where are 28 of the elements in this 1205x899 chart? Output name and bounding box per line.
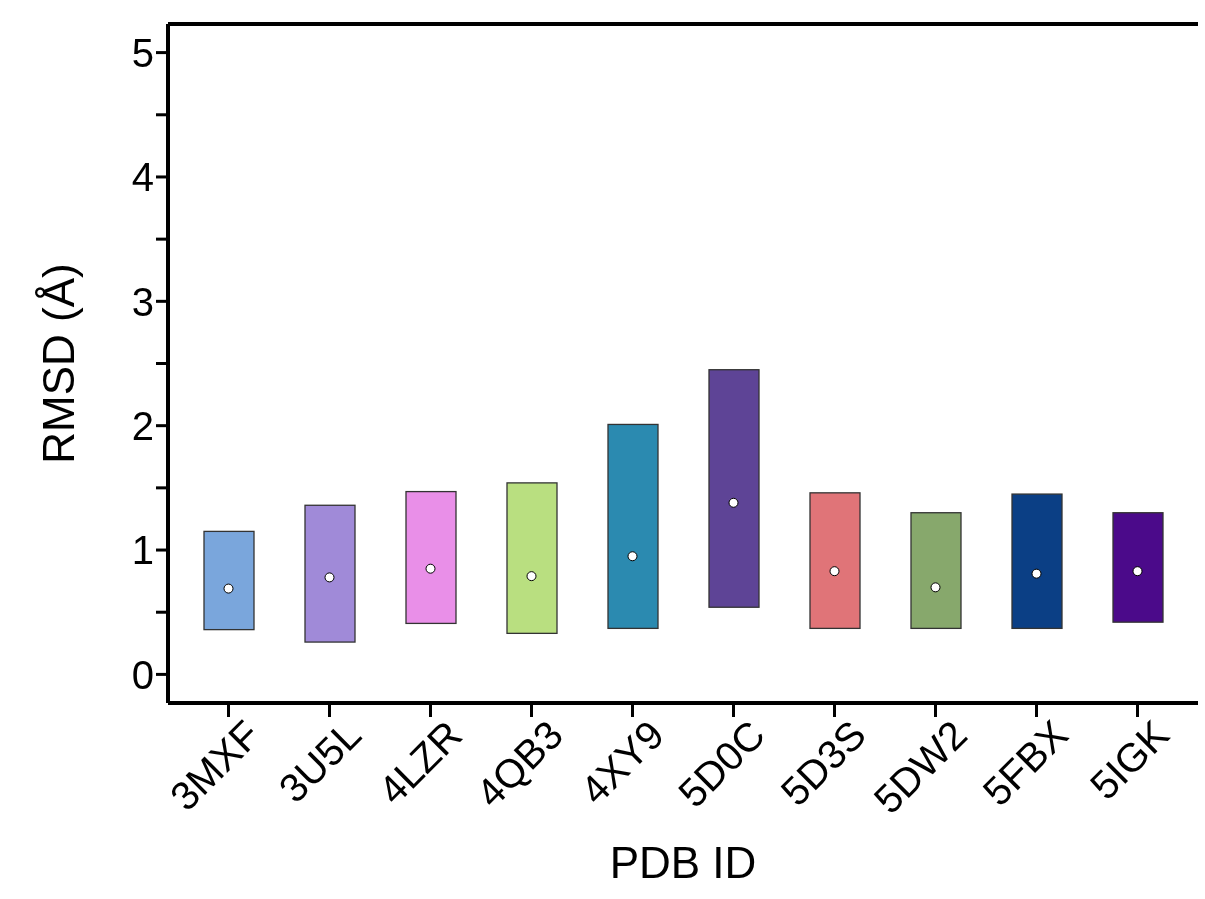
point: [324, 572, 335, 583]
x-axis-title: PDB ID: [609, 838, 757, 887]
point: [829, 566, 840, 577]
bar: [910, 512, 962, 630]
bar: [304, 504, 356, 643]
y-tick-label: 1: [131, 528, 154, 573]
point: [627, 551, 638, 562]
bar: [405, 490, 457, 625]
bar: [708, 369, 760, 608]
bar: [1011, 493, 1063, 630]
point: [728, 497, 739, 508]
y-tick-label: 0: [131, 652, 154, 697]
bar: [607, 423, 659, 630]
y-axis-title: RMSD (Å): [33, 263, 83, 464]
point: [1132, 566, 1143, 577]
y-tick-label: 3: [131, 279, 154, 324]
y-tick-label: 4: [131, 155, 154, 200]
bar: [809, 492, 861, 630]
bar: [506, 482, 558, 635]
point: [1031, 568, 1042, 579]
point: [526, 571, 537, 582]
y-tick-label: 5: [131, 30, 154, 75]
point: [930, 582, 941, 593]
point: [223, 583, 234, 594]
bar: [1112, 512, 1164, 623]
y-tick-label: 2: [131, 403, 154, 448]
point: [425, 563, 436, 574]
bar: [203, 530, 255, 631]
